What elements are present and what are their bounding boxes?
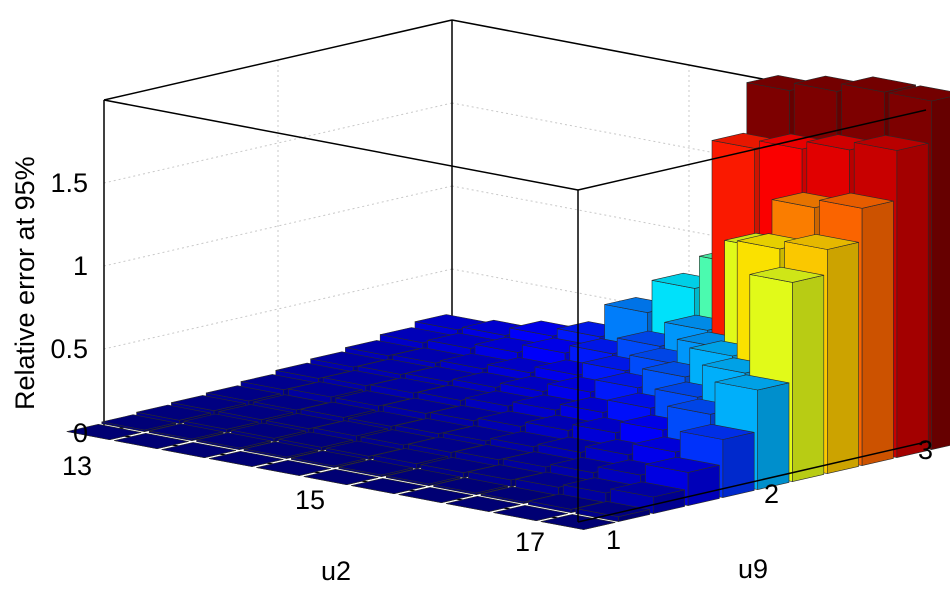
bar-side-face <box>757 382 790 490</box>
bar-top-face <box>610 481 685 498</box>
bar-top-face <box>679 423 755 440</box>
bar-top-face <box>253 394 328 411</box>
bar <box>208 450 284 467</box>
y-axis-title: u9 <box>738 554 768 584</box>
bar-top-face <box>841 76 916 93</box>
z-axis-title: Relative error at 95% <box>10 156 40 410</box>
x-tick-label-17: 17 <box>515 527 545 557</box>
box-edge <box>577 109 927 191</box>
bars-layer <box>66 75 950 530</box>
bar <box>338 459 414 478</box>
bar-top-face <box>101 414 177 431</box>
bar <box>148 423 224 442</box>
bar-top-face <box>398 487 474 504</box>
box-front-layer <box>577 109 927 523</box>
bar-top-face <box>645 456 720 473</box>
bar-side-face <box>896 143 929 458</box>
bar-top-face <box>196 432 271 449</box>
bar-top-face <box>171 395 246 412</box>
bar-top-face <box>231 422 306 439</box>
bar <box>243 441 319 459</box>
bar-top-face <box>335 390 411 407</box>
bar <box>398 487 474 504</box>
bar-top-face <box>66 423 142 441</box>
bar-top-face <box>208 450 284 467</box>
bar-top-face <box>218 404 294 421</box>
bar-side-face <box>826 242 859 474</box>
bar-side-face <box>931 96 950 450</box>
bar-top-face <box>493 505 568 522</box>
bar-top-face <box>373 448 448 465</box>
bar-top-face <box>148 423 224 440</box>
x-tick-label-15: 15 <box>295 485 325 515</box>
bar-top-face <box>749 266 825 283</box>
bar-top-face <box>303 468 379 486</box>
bar-top-face <box>528 493 603 510</box>
bar-top-face <box>348 410 423 427</box>
bar-top-face <box>433 477 508 494</box>
bar <box>196 432 271 451</box>
bar-top-face <box>819 192 894 209</box>
bar <box>351 478 426 495</box>
bar-top-face <box>325 440 401 457</box>
box-edge <box>103 99 579 191</box>
bar <box>66 423 142 441</box>
bar-top-face <box>313 420 388 437</box>
bar <box>114 432 189 450</box>
bar-top-face <box>114 432 189 450</box>
bar-top-face <box>714 374 790 391</box>
bar-top-face <box>161 442 237 459</box>
y-tick-label-2: 2 <box>764 479 779 509</box>
z-tick-label-0.5: 1 <box>73 251 88 281</box>
bar-side-face <box>861 200 894 466</box>
bar-top-face <box>300 401 376 418</box>
x-axis-title: u2 <box>321 556 351 586</box>
y-tick-label-1: 1 <box>606 525 621 555</box>
bar <box>101 414 177 433</box>
bar-top-face <box>575 501 651 518</box>
bar-top-face <box>322 370 398 387</box>
bar-side-face <box>792 274 825 482</box>
box-edge <box>577 441 927 523</box>
bar-top-face <box>278 431 354 448</box>
bar-top-face <box>345 340 420 357</box>
bar-top-face <box>385 468 461 485</box>
grid-line-z-back <box>451 102 927 194</box>
bar-top-face <box>784 234 859 250</box>
bar-top-face <box>243 441 319 458</box>
bar <box>433 477 508 496</box>
bar-top-face <box>205 385 281 402</box>
bar-top-face <box>338 459 414 476</box>
bar <box>256 459 331 476</box>
bar-top-face <box>370 377 445 394</box>
bar <box>303 468 379 486</box>
bar-top-face <box>853 135 929 151</box>
bar-top-face <box>291 450 366 467</box>
z-tick-label-0: 0 <box>73 418 88 448</box>
box-edge <box>103 19 453 101</box>
bar <box>291 450 366 468</box>
z-tick-label-1: 0.5 <box>50 334 88 364</box>
bar-top-face <box>183 413 259 430</box>
bar-top-face <box>408 436 483 453</box>
bar <box>493 505 568 522</box>
bar-top-face <box>351 478 426 495</box>
bar <box>445 495 521 512</box>
bar-top-face <box>888 85 950 102</box>
bar-top-face <box>445 495 521 512</box>
y-tick-label-3: 3 <box>918 435 933 465</box>
x-tick-label-13: 13 <box>62 451 92 481</box>
bar-top-face <box>288 381 363 398</box>
bar <box>161 442 237 459</box>
bar <box>575 501 651 522</box>
bar-top-face <box>136 404 211 421</box>
z-tick-label-1.5: 1.5 <box>50 168 88 198</box>
bar <box>385 468 461 487</box>
bar-top-face <box>256 459 331 476</box>
